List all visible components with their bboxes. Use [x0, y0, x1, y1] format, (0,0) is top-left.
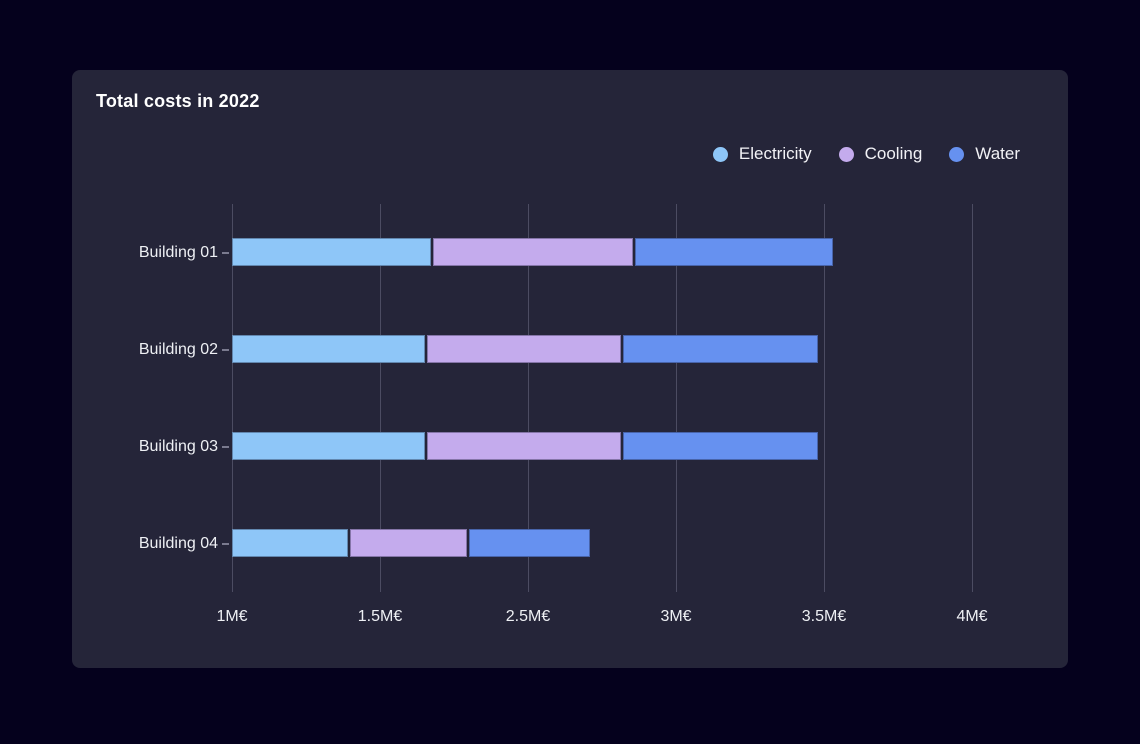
bar-segment-electricity[interactable]	[232, 432, 428, 460]
bar-segment-cooling[interactable]	[433, 238, 635, 266]
x-axis-tick-label: 1M€	[216, 608, 248, 625]
x-axis-tick-label: 3M€	[660, 608, 692, 625]
gridline	[232, 204, 233, 592]
legend-label: Cooling	[864, 144, 923, 163]
chart-title: Total costs in 2022	[96, 91, 260, 111]
bar-segment-water[interactable]	[622, 432, 819, 460]
x-axis-tick-label: 2.5M€	[505, 608, 551, 625]
gridline	[824, 204, 825, 592]
chart-legend: Electricity Cooling Water	[712, 144, 1020, 164]
legend-item-electricity[interactable]: Electricity	[712, 144, 812, 164]
bar-segment-cooling[interactable]	[427, 335, 623, 363]
bar-segment-water[interactable]	[468, 529, 591, 557]
bar-segment-cooling[interactable]	[427, 432, 623, 460]
category-label: Building 02	[138, 340, 218, 358]
legend-dot-icon	[712, 146, 728, 162]
y-axis-tick-mark	[222, 252, 229, 254]
stacked-bar	[232, 432, 819, 460]
chart-row: Building 04	[139, 495, 1042, 592]
legend-label: Water	[975, 144, 1020, 163]
category-label: Building 03	[138, 437, 218, 455]
gridline	[676, 204, 677, 592]
stacked-bar	[232, 335, 819, 363]
x-axis-tick-label: 3.5M€	[801, 608, 847, 625]
legend-item-cooling[interactable]: Cooling	[838, 144, 923, 164]
y-axis-tick-mark	[222, 446, 229, 448]
x-axis-tick-label: 1.5M€	[357, 608, 403, 625]
legend-item-water[interactable]: Water	[949, 144, 1020, 164]
stacked-bar	[232, 529, 591, 557]
bar-segment-cooling[interactable]	[350, 529, 469, 557]
category-label: Building 04	[138, 534, 218, 552]
stacked-bar	[232, 238, 833, 266]
legend-dot-icon	[838, 146, 854, 162]
chart-row: Building 03	[139, 398, 1042, 495]
bar-segment-electricity[interactable]	[232, 238, 434, 266]
y-axis-tick-mark	[222, 349, 229, 351]
gridline	[528, 204, 529, 592]
gridline	[972, 204, 973, 592]
chart-row: Building 02	[139, 301, 1042, 398]
y-axis-tick-mark	[222, 543, 229, 545]
legend-dot-icon	[949, 146, 965, 162]
legend-label: Electricity	[738, 144, 812, 163]
chart-row: Building 01	[139, 204, 1042, 301]
bar-segment-water[interactable]	[622, 335, 819, 363]
plot-area: 1M€ 1.5M€ 2.5M€ 3M€ 3.5M€ 4M€ Building 01 Build…	[139, 204, 1042, 625]
gridline	[380, 204, 381, 592]
bar-segment-electricity[interactable]	[232, 335, 428, 363]
category-label: Building 01	[138, 243, 218, 261]
bar-segment-electricity[interactable]	[232, 529, 351, 557]
chart-card: Total costs in 2022 Electricity Cooling Wa…	[72, 70, 1068, 668]
x-axis-tick-label: 4M€	[956, 608, 988, 625]
bar-segment-water[interactable]	[634, 238, 833, 266]
